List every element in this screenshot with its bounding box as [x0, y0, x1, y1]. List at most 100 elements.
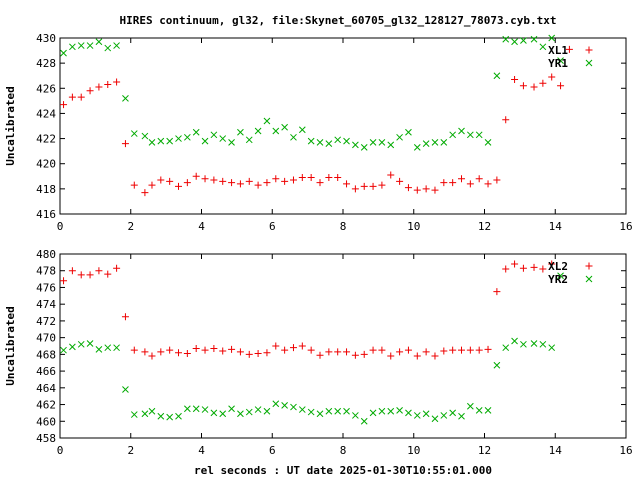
chart-title: HIRES continuum, gl32, file:Skynet_60705… — [119, 14, 556, 27]
data-point-xl1 — [166, 177, 174, 185]
data-point-xl2 — [228, 345, 236, 353]
data-point-yr2 — [77, 340, 85, 348]
data-point-xl2 — [484, 345, 492, 353]
data-point-yr1 — [502, 35, 510, 43]
data-point-xl1 — [148, 181, 156, 189]
data-point-yr2 — [307, 408, 315, 416]
data-point-xl1 — [422, 185, 430, 193]
x-tick-label: 8 — [340, 220, 347, 233]
data-point-xl2 — [413, 352, 421, 360]
data-point-yr1 — [325, 140, 333, 147]
data-point-yr1 — [263, 117, 271, 125]
legend-label-xl2: XL2 — [548, 260, 568, 273]
series-yr2 — [60, 272, 564, 425]
data-point-yr2 — [431, 415, 439, 423]
data-point-yr1 — [281, 123, 288, 131]
data-point-yr1 — [511, 38, 518, 46]
data-point-xl1 — [360, 182, 368, 190]
data-point-yr1 — [413, 144, 421, 151]
data-point-yr2 — [493, 361, 501, 369]
data-point-xl1 — [369, 182, 377, 190]
y-tick-label: 430 — [36, 32, 56, 45]
data-point-yr1 — [475, 131, 483, 139]
y-tick-label: 422 — [36, 133, 56, 146]
data-point-yr1 — [352, 141, 359, 149]
data-point-xl1 — [192, 172, 200, 180]
data-point-yr2 — [130, 411, 138, 418]
data-point-xl1 — [175, 182, 183, 190]
data-point-yr1 — [157, 137, 165, 145]
data-point-yr1 — [113, 42, 120, 49]
data-point-xl2 — [121, 313, 129, 321]
data-point-yr2 — [369, 409, 377, 417]
data-point-yr2 — [548, 344, 556, 352]
data-point-yr1 — [343, 137, 350, 145]
y-tick-label: 420 — [36, 158, 56, 171]
data-point-xl2 — [236, 348, 244, 356]
data-point-yr2 — [316, 410, 324, 418]
data-point-xl2 — [502, 265, 510, 273]
data-point-yr2 — [148, 407, 156, 415]
data-point-xl1 — [121, 140, 129, 148]
y-axis-label: Uncalibrated — [4, 306, 17, 385]
data-point-xl1 — [334, 174, 342, 182]
data-point-yr1 — [130, 130, 138, 137]
legend-marker-yr1 — [585, 59, 593, 67]
data-point-yr1 — [422, 140, 430, 147]
series-xl2 — [60, 260, 556, 360]
data-point-yr1 — [86, 42, 94, 49]
data-point-xl2 — [157, 348, 165, 356]
data-point-yr1 — [298, 126, 306, 134]
data-point-yr1 — [431, 138, 439, 146]
data-point-yr1 — [466, 131, 474, 139]
data-point-yr2 — [175, 412, 182, 420]
x-tick-label: 2 — [127, 444, 134, 457]
data-point-xl2 — [404, 346, 412, 354]
data-point-yr2 — [210, 409, 218, 417]
y-tick-label: 460 — [36, 415, 56, 428]
data-point-xl2 — [289, 344, 297, 352]
data-point-xl2 — [548, 260, 556, 268]
data-point-xl1 — [263, 179, 271, 187]
data-point-xl1 — [298, 174, 306, 182]
data-point-xl2 — [360, 350, 368, 358]
data-point-yr1 — [141, 132, 149, 140]
data-marks — [60, 34, 573, 425]
data-point-xl2 — [422, 348, 430, 356]
y-tick-label: 418 — [36, 183, 56, 196]
data-point-xl1 — [413, 186, 421, 194]
data-point-xl1 — [466, 180, 474, 188]
data-point-yr1 — [272, 127, 280, 135]
data-point-xl1 — [104, 81, 112, 89]
data-point-yr2 — [263, 407, 271, 415]
legend-marker-xl1 — [585, 46, 593, 54]
data-point-xl1 — [325, 174, 333, 182]
data-point-yr1 — [369, 138, 377, 146]
data-point-yr1 — [539, 43, 547, 51]
data-point-yr2 — [298, 406, 306, 413]
data-point-yr2 — [228, 405, 235, 413]
data-point-xl1 — [502, 116, 510, 124]
x-tick-label: 10 — [407, 220, 420, 233]
data-point-yr2 — [530, 340, 538, 347]
data-point-xl1 — [316, 179, 324, 187]
data-point-yr2 — [387, 407, 395, 415]
data-point-yr1 — [77, 42, 85, 49]
data-point-yr1 — [237, 128, 244, 136]
data-point-xl1 — [210, 176, 218, 184]
legend-label-xl1: XL1 — [548, 44, 568, 57]
y-tick-label: 476 — [36, 281, 56, 294]
data-point-yr2 — [449, 409, 457, 417]
data-point-xl2 — [104, 270, 112, 278]
data-point-yr2 — [95, 345, 103, 353]
data-point-yr1 — [219, 135, 227, 142]
data-point-xl2 — [175, 349, 183, 357]
data-point-yr2 — [201, 406, 209, 413]
data-point-xl2 — [166, 346, 174, 354]
data-point-yr2 — [290, 403, 297, 411]
data-point-xl2 — [396, 348, 404, 356]
legend-label-yr2: YR2 — [548, 273, 568, 286]
legend-marker-yr2 — [585, 275, 593, 283]
data-point-yr2 — [86, 340, 94, 347]
